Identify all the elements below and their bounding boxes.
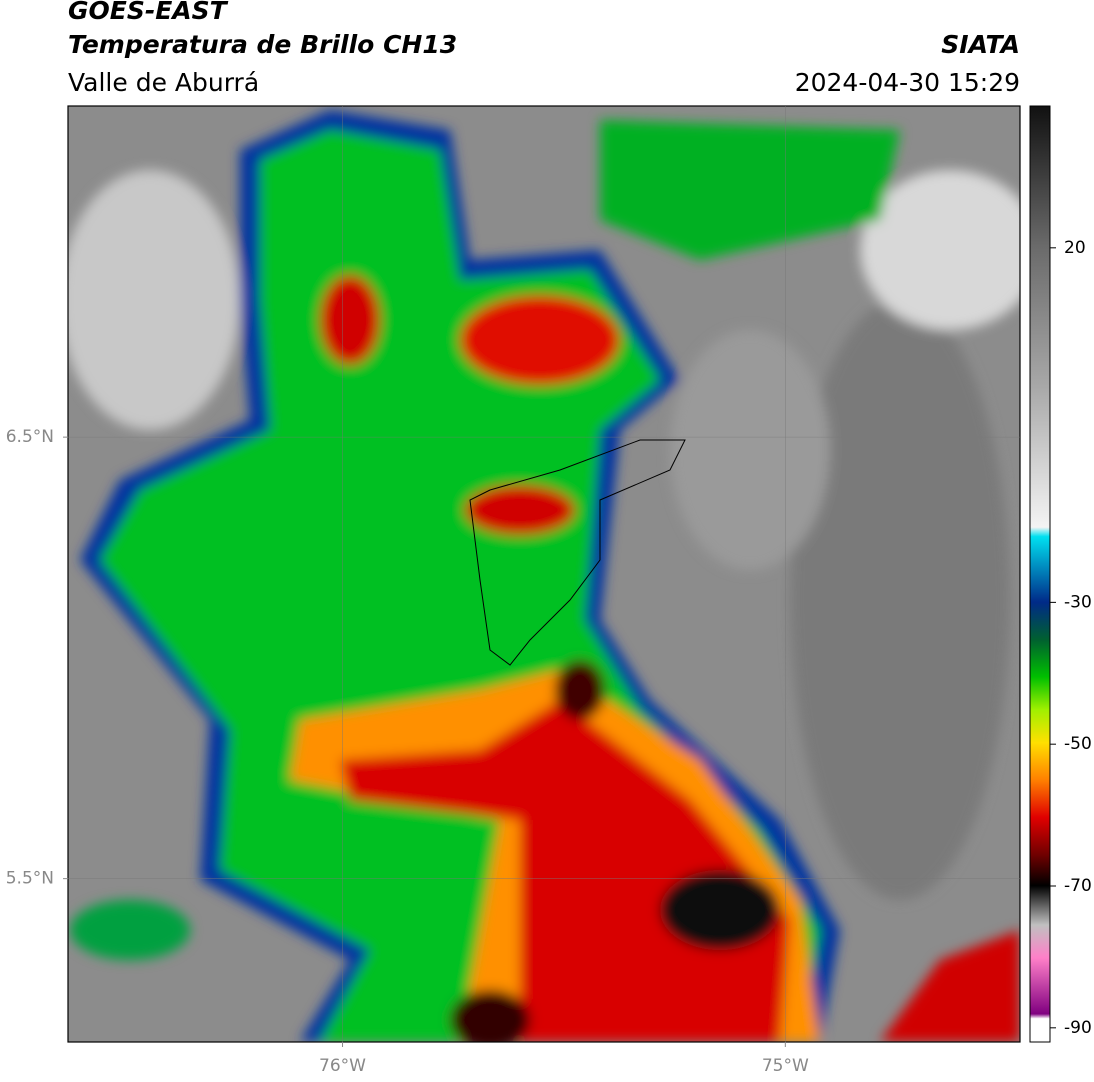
- colorbar: [1029, 105, 1051, 1043]
- colorbar-tick-label: 20: [1064, 238, 1086, 258]
- satellite-image: [68, 106, 1020, 1042]
- x-tick-label: 75°W: [762, 1056, 809, 1076]
- region: Valle de Aburrá: [68, 68, 259, 97]
- y-tick-label: 5.5°N: [6, 869, 54, 889]
- title: GOES-EAST: [68, 0, 229, 25]
- datetime: 2024-04-30 15:29: [795, 68, 1020, 97]
- colorbar-tick-label: -70: [1064, 876, 1092, 896]
- colorbar-tick-label: -30: [1064, 592, 1092, 612]
- x-tick-label: 76°W: [319, 1056, 366, 1076]
- colorbar-tick-label: -50: [1064, 734, 1092, 754]
- source: SIATA: [941, 30, 1020, 59]
- map-frame: [67, 105, 1021, 1043]
- y-tick-label: 6.5°N: [6, 427, 54, 447]
- colorbar-tick-label: -90: [1064, 1018, 1092, 1038]
- subtitle: Temperatura de Brillo CH13: [68, 30, 457, 59]
